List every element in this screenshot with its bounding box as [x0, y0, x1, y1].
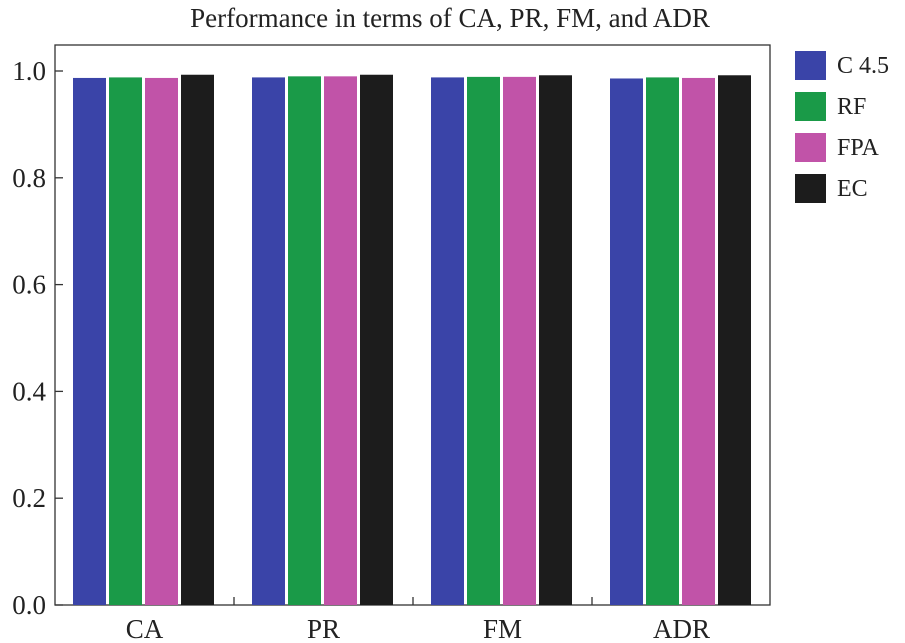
x-tick-label: CA — [126, 614, 164, 643]
legend-label: EC — [837, 176, 868, 202]
bar-pr-1 — [288, 76, 321, 606]
bar-ca-1 — [109, 77, 142, 605]
bar-ca-2 — [145, 77, 178, 605]
legend-label: FPA — [837, 135, 879, 161]
bar-pr-2 — [324, 76, 357, 606]
bar-ca-3 — [181, 74, 214, 606]
bar-adr-1 — [646, 77, 679, 605]
bar-fm-3 — [539, 75, 572, 606]
legend-label: C 4.5 — [837, 53, 889, 79]
legend-swatch — [795, 174, 826, 203]
bar-fm-1 — [467, 76, 500, 605]
y-tick-label: 0.0 — [12, 590, 46, 620]
bar-adr-3 — [718, 75, 751, 606]
plot-area: 0.0 0.2 0.4 0.6 0.8 1.0 CA PR FM ADR — [12, 44, 771, 643]
legend-swatch — [795, 133, 826, 162]
x-tick-label: ADR — [653, 614, 710, 643]
x-tick-label: FM — [483, 614, 522, 643]
bar-fm-2 — [503, 76, 536, 605]
y-tick-label: 1.0 — [12, 56, 46, 86]
bar-pr-3 — [360, 74, 393, 606]
bar-ca-0 — [73, 77, 106, 605]
y-tick-label: 0.4 — [12, 376, 46, 406]
chart-title: Performance in terms of CA, PR, FM, and … — [190, 3, 710, 33]
y-tick-label: 0.2 — [12, 483, 46, 513]
legend-swatch — [795, 92, 826, 121]
y-tick-label: 0.8 — [12, 163, 46, 193]
y-tick-label: 0.6 — [12, 270, 46, 300]
bar-fm-0 — [431, 77, 464, 605]
x-tick-label: PR — [307, 614, 340, 643]
legend: C 4.5 RF FPA EC — [795, 51, 889, 203]
bar-adr-2 — [682, 77, 715, 605]
bar-adr-0 — [610, 78, 643, 605]
bar-pr-0 — [252, 77, 285, 605]
legend-label: RF — [837, 94, 866, 120]
legend-swatch — [795, 51, 826, 80]
